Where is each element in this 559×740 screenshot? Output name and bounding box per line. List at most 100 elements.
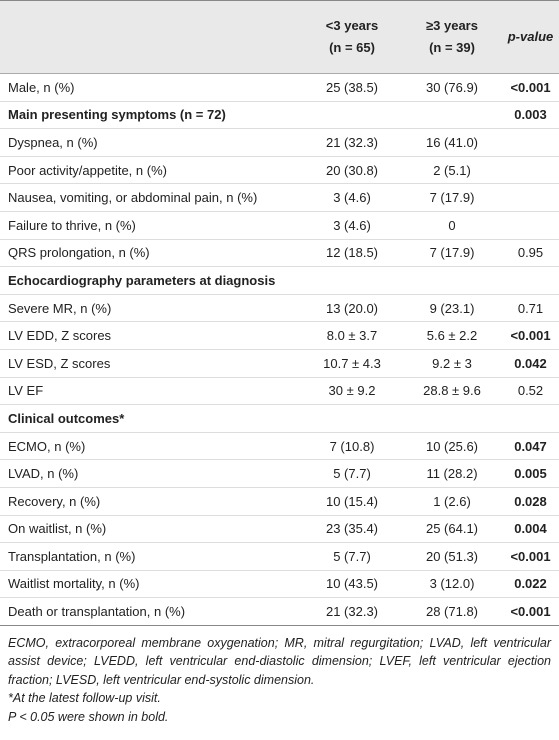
cell: 2 (5.1)	[402, 156, 502, 185]
row-label: ECMO, n (%)	[0, 432, 302, 461]
header-blank	[0, 0, 302, 74]
row-label: Main presenting symptoms (n = 72)	[0, 101, 302, 130]
p-value: 0.005	[502, 459, 559, 488]
header-row: <3 years (n = 65) ≥3 years (n = 39) p-value	[0, 0, 559, 74]
section-row: Echocardiography parameters at diagnosis	[0, 266, 559, 295]
row-label: LV ESD, Z scores	[0, 349, 302, 378]
data-row: Transplantation, n (%) 5 (7.7) 20 (51.3) <0…	[0, 542, 559, 571]
row-label: QRS prolongation, n (%)	[0, 239, 302, 268]
data-row: Severe MR, n (%) 13 (20.0) 9 (23.1) 0.71	[0, 294, 559, 323]
empty-cell	[502, 404, 559, 433]
column-subtitle: (n = 65)	[329, 40, 375, 55]
cell: 3 (12.0)	[402, 570, 502, 599]
data-row: Waitlist mortality, n (%) 10 (43.5) 3 (12.…	[0, 570, 559, 599]
column-header: ≥3 years (n = 39)	[402, 0, 502, 74]
p-value: <0.001	[502, 542, 559, 571]
cell: 25 (38.5)	[302, 73, 402, 102]
row-label: Severe MR, n (%)	[0, 294, 302, 323]
p-value: <0.001	[502, 73, 559, 102]
column-header: p-value	[502, 0, 559, 74]
row-label: Transplantation, n (%)	[0, 542, 302, 571]
p-value: 0.028	[502, 487, 559, 516]
cell: 20 (30.8)	[302, 156, 402, 185]
row-label: Poor activity/appetite, n (%)	[0, 156, 302, 185]
cell: 5 (7.7)	[302, 459, 402, 488]
cell: 12 (18.5)	[302, 239, 402, 268]
cell: 7 (17.9)	[402, 239, 502, 268]
data-row: Male, n (%) 25 (38.5) 30 (76.9) <0.001	[0, 73, 559, 102]
p-value: 0.52	[502, 377, 559, 406]
cell: 1 (2.6)	[402, 487, 502, 516]
p-value: 0.022	[502, 570, 559, 599]
row-label: Echocardiography parameters at diagnosis	[0, 266, 302, 295]
data-row: Dyspnea, n (%) 21 (32.3) 16 (41.0)	[0, 128, 559, 157]
p-value: 0.71	[502, 294, 559, 323]
empty-cell	[402, 404, 502, 433]
row-label: Clinical outcomes*	[0, 404, 302, 433]
cell: 3 (4.6)	[302, 211, 402, 240]
p-value: <0.001	[502, 321, 559, 350]
cell: 7 (17.9)	[402, 183, 502, 212]
empty-cell	[402, 101, 502, 130]
column-title: p-value	[507, 29, 554, 44]
p-value: <0.001	[510, 604, 551, 620]
cell: 10 (25.6)	[402, 432, 502, 461]
column-subtitle: (n = 39)	[429, 40, 475, 55]
empty-cell	[302, 101, 402, 130]
section-row: Main presenting symptoms (n = 72) 0.003	[0, 101, 559, 130]
data-row: LV EF 30 ± 9.2 28.8 ± 9.6 0.52	[0, 377, 559, 406]
p-value: 0.003	[502, 101, 559, 130]
cell: 0	[402, 211, 502, 240]
data-row: LV ESD, Z scores 10.7 ± 4.3 9.2 ± 3 0.042	[0, 349, 559, 378]
cell: 21 (32.3)	[302, 128, 402, 157]
cell: 10 (43.5)	[302, 570, 402, 599]
cell: 13 (20.0)	[302, 294, 402, 323]
cell: 28.8 ± 9.6	[402, 377, 502, 406]
cell: 30 ± 9.2	[302, 377, 402, 406]
row-label: Recovery, n (%)	[0, 487, 302, 516]
p-value: 0.95	[502, 239, 559, 268]
cell: 11 (28.2)	[402, 459, 502, 488]
data-table: <3 years (n = 65) ≥3 years (n = 39) p-value …	[0, 0, 559, 626]
row-label: Death or transplantation, n (%)	[8, 604, 186, 620]
table-body: Male, n (%) 25 (38.5) 30 (76.9) <0.001 Main …	[0, 73, 559, 626]
data-row: Poor activity/appetite, n (%) 20 (30.8) 2 …	[0, 156, 559, 185]
footnote: P < 0.05 were shown in bold.	[8, 709, 169, 724]
cell: 21 (32.3)	[325, 604, 379, 620]
row-label: LV EDD, Z scores	[0, 321, 302, 350]
empty-cell	[302, 266, 402, 295]
cell: 16 (41.0)	[402, 128, 502, 157]
data-row: ECMO, n (%) 7 (10.8) 10 (25.6) 0.047	[0, 432, 559, 461]
row-label: Dyspnea, n (%)	[0, 128, 302, 157]
empty-cell	[502, 156, 559, 185]
row-label: Waitlist mortality, n (%)	[0, 570, 302, 599]
row-label: Male, n (%)	[0, 73, 302, 102]
column-header: <3 years (n = 65)	[302, 0, 402, 74]
empty-cell	[502, 266, 559, 295]
data-row: Death or transplantation, n (%) 21 (32.3)…	[0, 598, 559, 626]
data-row: Nausea, vomiting, or abdominal pain, n (…	[0, 183, 559, 212]
empty-cell	[402, 266, 502, 295]
cell: 20 (51.3)	[402, 542, 502, 571]
cell: 30 (76.9)	[402, 73, 502, 102]
row-label: LVAD, n (%)	[0, 459, 302, 488]
p-value: 0.047	[502, 432, 559, 461]
cell: 10.7 ± 4.3	[302, 349, 402, 378]
empty-cell	[302, 404, 402, 433]
cell: 9 (23.1)	[402, 294, 502, 323]
cell: 23 (35.4)	[302, 515, 402, 544]
cell: 5.6 ± 2.2	[402, 321, 502, 350]
cell: 25 (64.1)	[402, 515, 502, 544]
cell: 5 (7.7)	[302, 542, 402, 571]
column-title: <3 years	[325, 18, 379, 33]
cell: 9.2 ± 3	[402, 349, 502, 378]
p-value: 0.042	[502, 349, 559, 378]
p-value: 0.004	[502, 515, 559, 544]
footnote: *At the latest follow-up visit.	[8, 691, 161, 706]
footnote: ECMO, extracorporeal membrane oxygenatio…	[8, 635, 551, 687]
row-label: Nausea, vomiting, or abdominal pain, n (…	[0, 183, 302, 212]
empty-cell	[502, 211, 559, 240]
column-title: ≥3 years	[426, 18, 478, 33]
empty-cell	[502, 183, 559, 212]
